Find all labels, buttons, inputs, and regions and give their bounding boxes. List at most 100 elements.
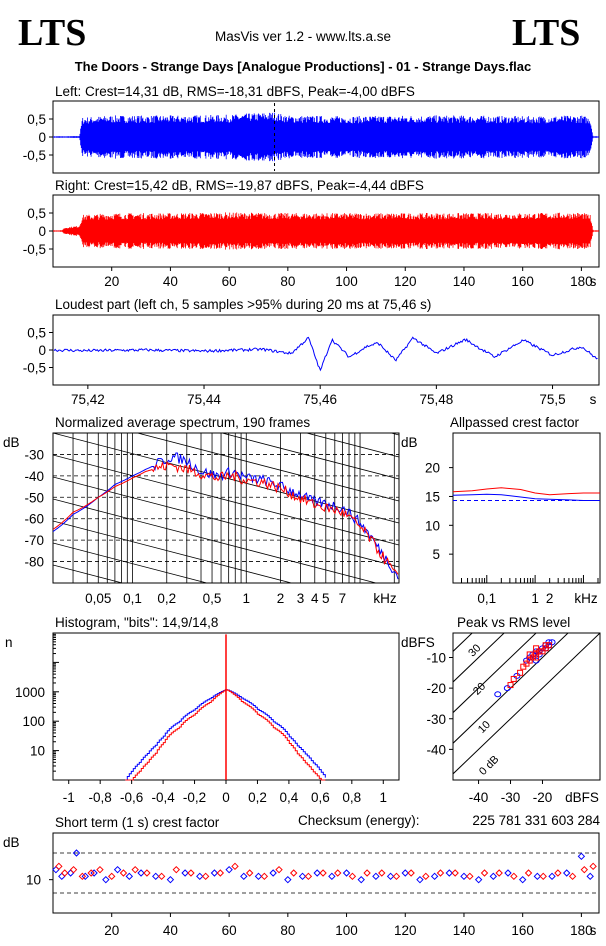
short-term-point-left: [548, 872, 556, 881]
short-term-point-right: [157, 872, 166, 881]
spectrum-xtick-label: 0,05: [85, 591, 111, 606]
short-term-point-left: [269, 869, 277, 877]
loudest-part-panel: Loudest part (left ch, 5 samples >95% du…: [23, 297, 600, 407]
short-term-point-right: [275, 865, 283, 874]
short-term-point-left: [102, 875, 110, 884]
allpassed-ylabel: dB: [401, 435, 418, 450]
loudest-part-xtick-label: 75,48: [419, 392, 453, 407]
peak-rms-point-right: [523, 660, 530, 667]
peak-rms-panel: Peak vs RMS leveldBFS-10-20-30-404030201…: [401, 615, 601, 805]
allpassed-xtick-label: 2: [546, 591, 554, 606]
short-term-point-left: [586, 872, 594, 881]
histogram-xtick-label: -1: [63, 790, 75, 805]
histogram-xtick-label: 0,6: [311, 790, 330, 805]
short-term-point-right: [61, 869, 69, 877]
spectrum-slope-line: [135, 433, 399, 502]
spectrum-xtick-label: 1: [243, 591, 251, 606]
spectrum-xtick-label: 0,1: [123, 591, 142, 606]
right-waveform-xtick-label: 100: [335, 274, 358, 289]
peak-rms-point-right: [517, 669, 524, 676]
spectrum-ylabel: dB: [3, 435, 20, 450]
short-term-ytick-label: 10: [26, 873, 41, 888]
spectrum-ytick-label: -60: [24, 512, 44, 527]
short-term-point-right: [201, 872, 210, 881]
peak-rms-point-left: [532, 657, 540, 664]
short-term-point-right: [378, 869, 386, 877]
short-term-point-left: [137, 869, 145, 877]
peak-rms-xtick-label: -40: [469, 790, 489, 805]
short-term-point-left: [460, 872, 468, 881]
peak-rms-xtick-label: -30: [501, 790, 521, 805]
peak-rms-point-right: [533, 654, 540, 661]
histogram-ytick-label: 100: [22, 714, 45, 729]
peak-rms-diagonal: [453, 633, 600, 775]
spectrum-slope-line: [53, 542, 209, 583]
spectrum-slope-line: [53, 476, 399, 568]
spectrum-xtick-label: 0,5: [203, 591, 222, 606]
short-term-point-right: [422, 872, 430, 881]
allpassed-series-line: [452, 487, 600, 496]
peak-rms-point-right: [507, 682, 514, 689]
short-term-point-right: [334, 869, 342, 877]
peak-rms-point-right: [526, 651, 533, 658]
peak-rms-point-right: [542, 642, 549, 649]
histogram-xtick-label: 0,2: [248, 790, 267, 805]
short-term-point-left: [504, 869, 512, 877]
short-term-point-right: [436, 869, 445, 877]
left-waveform-ytick-label: 0,5: [27, 112, 46, 127]
short-term-point-left: [81, 872, 89, 881]
short-term-point-left: [563, 869, 571, 877]
short-term-point-right: [480, 869, 489, 877]
short-term-point-left: [328, 872, 336, 881]
short-term-point-right: [466, 872, 474, 881]
histogram-xtick-label: -0,2: [183, 790, 206, 805]
short-term-point-left: [90, 869, 98, 877]
short-term-point-left: [372, 872, 380, 881]
short-term-point-right: [392, 872, 401, 881]
loudest-part-xtick-label: 75,5: [539, 392, 565, 407]
allpassed-panel: Allpassed crest factor dB 20 15 10 5 0,1 1 2 kHz: [401, 415, 601, 606]
loudest-part-xtick-label: 75,46: [303, 392, 337, 407]
short-term-xtick-label: 160: [511, 923, 534, 938]
short-term-point-left: [181, 869, 189, 877]
app-title: MasVis ver 1.2 - www.lts.a.se: [215, 29, 391, 44]
peak-rms-ytick-label: -30: [426, 712, 446, 727]
spectrum-frame: [52, 432, 400, 584]
loudest-part-line: [53, 336, 598, 372]
short-term-point-right: [290, 869, 298, 877]
checksum-label: Checksum (energy):: [298, 813, 420, 828]
spectrum-ytick-label: -70: [24, 533, 44, 548]
peak-rms-point-left: [513, 672, 521, 679]
logo-left: LTS: [18, 12, 86, 54]
left-waveform-ytick-label: 0: [38, 130, 46, 145]
peak-rms-point-right: [520, 663, 527, 670]
loudest-part-xtick-label: 75,44: [187, 392, 221, 407]
short-term-point-left: [416, 875, 424, 884]
right-waveform-ytick-label: -0,5: [23, 242, 46, 257]
short-term-point-left: [313, 869, 321, 877]
right-waveform-title: Right: Crest=15,42 dB, RMS=-19,87 dBFS, …: [55, 178, 424, 193]
peak-rms-point-right: [526, 657, 533, 664]
short-term-point-left: [240, 872, 248, 881]
loudest-part-title: Loudest part (left ch, 5 samples >95% du…: [55, 297, 431, 312]
peak-rms-point-left: [545, 639, 553, 646]
spectrum-panel: Normalized average spectrum, 190 frames d…: [3, 415, 400, 606]
short-term-point-right: [69, 865, 78, 874]
peak-rms-ytick-label: -40: [426, 742, 446, 757]
short-term-point-left: [489, 872, 498, 881]
loudest-part-ytick-label: -0,5: [23, 361, 46, 376]
loudest-part-ytick-label: 0,5: [27, 326, 46, 341]
short-term-title: Short term (1 s) crest factor: [55, 815, 220, 830]
short-term-point-right: [568, 872, 577, 881]
short-term-point-right: [96, 865, 104, 874]
short-term-xtick-label: 40: [163, 923, 178, 938]
short-term-point-right: [78, 872, 87, 881]
histogram-ylabel: n: [5, 635, 13, 650]
short-term-xunit: s: [590, 923, 597, 938]
short-term-point-left: [401, 869, 409, 877]
peak-rms-ytick-label: -20: [426, 681, 446, 696]
spectrum-xtick-label: 0,2: [157, 591, 176, 606]
peak-rms-point-left: [548, 639, 556, 646]
histogram-title: Histogram, "bits": 14,9/14,8: [55, 615, 218, 630]
